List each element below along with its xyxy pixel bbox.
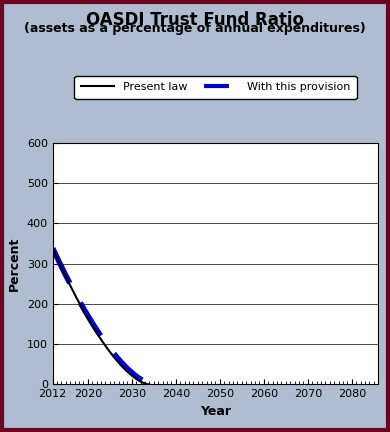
Legend: Present law, With this provision: Present law, With this provision (74, 76, 356, 99)
X-axis label: Year: Year (200, 405, 231, 418)
Text: (assets as a percentage of annual expenditures): (assets as a percentage of annual expend… (24, 22, 366, 35)
Y-axis label: Percent: Percent (8, 236, 21, 291)
Text: OASDI Trust Fund Ratio: OASDI Trust Fund Ratio (86, 11, 304, 29)
